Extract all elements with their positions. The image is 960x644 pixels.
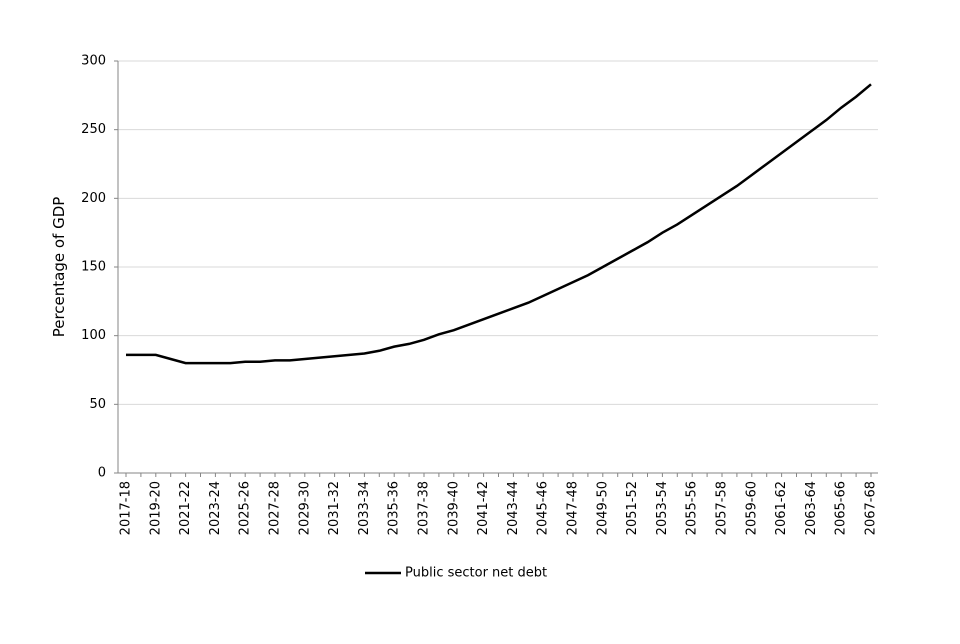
x-tick-label: 2057-58 bbox=[715, 481, 730, 535]
x-tick-label: 2045-46 bbox=[536, 481, 551, 535]
x-tick-label: 2061-62 bbox=[774, 481, 789, 535]
x-tick-label: 2051-52 bbox=[625, 481, 640, 535]
y-tick-label: 300 bbox=[81, 54, 106, 69]
x-tick-label: 2017-18 bbox=[119, 481, 134, 535]
x-tick-label: 2023-24 bbox=[208, 481, 223, 535]
y-tick-label: 200 bbox=[81, 191, 106, 206]
y-tick-label: 150 bbox=[81, 260, 106, 275]
x-tick-label: 2059-60 bbox=[744, 481, 759, 535]
y-tick-label: 50 bbox=[89, 397, 106, 412]
x-tick-label: 2037-38 bbox=[417, 481, 432, 535]
x-tick-label: 2029-30 bbox=[297, 481, 312, 535]
x-tick-label: 2033-34 bbox=[357, 481, 372, 535]
x-tick-label: 2039-40 bbox=[446, 481, 461, 535]
x-tick-label: 2031-32 bbox=[327, 481, 342, 535]
x-tick-label: 2055-56 bbox=[685, 481, 700, 535]
y-tick-label: 100 bbox=[81, 328, 106, 343]
y-tick-label: 250 bbox=[81, 122, 106, 137]
x-tick-label: 2049-50 bbox=[595, 481, 610, 535]
x-tick-label: 2021-22 bbox=[178, 481, 193, 535]
x-tick-label: 2067-68 bbox=[864, 481, 879, 535]
x-tick-label: 2027-28 bbox=[268, 481, 283, 535]
x-tick-label: 2053-54 bbox=[655, 481, 670, 535]
x-tick-label: 2065-66 bbox=[834, 481, 849, 535]
y-tick-label: 0 bbox=[98, 466, 106, 481]
legend-label: Public sector net debt bbox=[405, 566, 547, 581]
x-tick-label: 2063-64 bbox=[804, 481, 819, 535]
x-tick-label: 2019-20 bbox=[148, 481, 163, 535]
x-tick-label: 2041-42 bbox=[476, 481, 491, 535]
x-tick-label: 2047-48 bbox=[566, 481, 581, 535]
line bbox=[126, 83, 872, 365]
y-axis-title: Percentage of GDP bbox=[50, 197, 68, 338]
x-tick-label: 2025-26 bbox=[238, 481, 253, 535]
x-tick-label: 2035-36 bbox=[387, 481, 402, 535]
x-tick-label: 2043-44 bbox=[506, 481, 521, 535]
